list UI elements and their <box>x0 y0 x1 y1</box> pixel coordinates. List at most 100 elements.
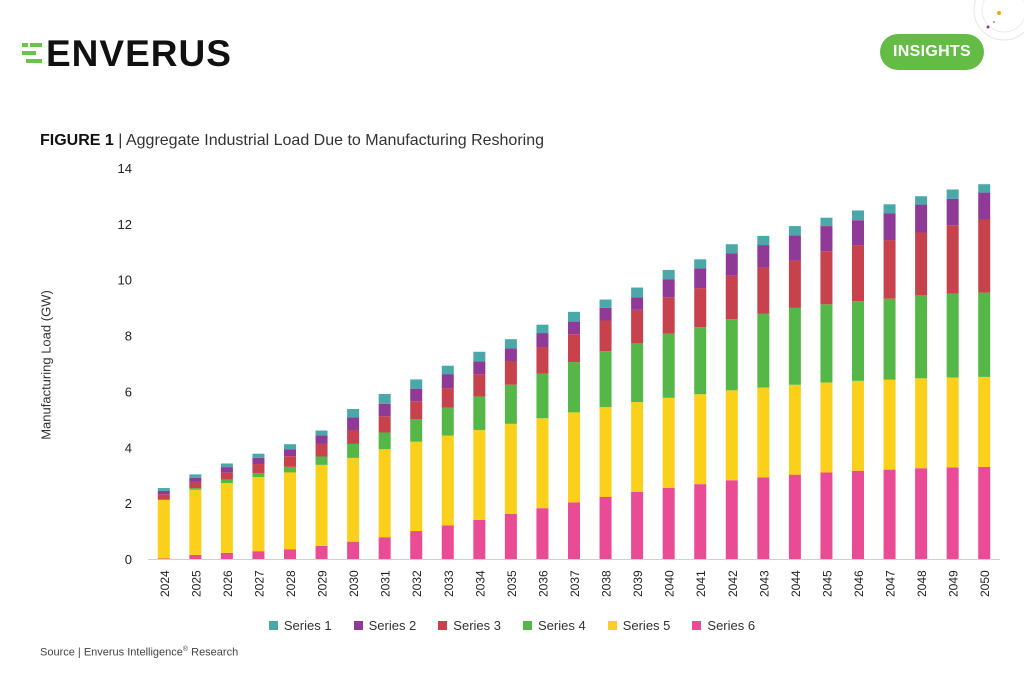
legend-swatch <box>607 621 617 630</box>
bar-segment-series-3 <box>252 464 265 473</box>
bar-segment-series-6 <box>568 502 580 559</box>
bar-segment-series-6 <box>315 545 328 559</box>
bar-segment-series-6 <box>220 552 233 559</box>
figure-title-text: Aggregate Industrial Load Due to Manufac… <box>125 132 545 149</box>
x-tick-label: 2035 <box>505 570 519 597</box>
bar-segment-series-6 <box>946 467 959 559</box>
bar-segment-series-1 <box>852 210 864 221</box>
bar-segment-series-2 <box>378 403 391 417</box>
bar-segment-series-3 <box>820 251 833 305</box>
bar-segment-series-3 <box>852 245 864 302</box>
bar-segment-series-1 <box>599 299 612 308</box>
figure-label: FIGURE 1 <box>40 132 114 149</box>
bar-segment-series-3 <box>441 388 454 408</box>
bar-segment-series-3 <box>284 456 296 467</box>
bar-segment-series-3 <box>504 360 517 385</box>
bar-segment-series-1 <box>631 287 644 298</box>
bar-segment-series-6 <box>725 480 738 559</box>
bar-segment-series-6 <box>473 519 486 559</box>
enverus-logo[interactable]: ENVERUS <box>22 35 232 72</box>
bar-segment-series-2 <box>694 268 707 289</box>
bar-segment-series-1 <box>820 217 833 227</box>
bar-segment-series-5 <box>978 376 991 467</box>
bar-segment-series-2 <box>599 307 612 321</box>
bar-segment-series-6 <box>757 477 770 559</box>
x-tick-label: 2041 <box>694 570 708 597</box>
bar-segment-series-2 <box>220 467 233 473</box>
logo-dash-icon <box>22 38 42 68</box>
insights-button[interactable]: INSIGHTS <box>880 34 984 70</box>
bar-segment-series-2 <box>441 374 454 389</box>
bar-segment-series-6 <box>284 549 296 559</box>
bar-segment-series-6 <box>410 531 423 559</box>
bar-segment-series-3 <box>315 443 328 457</box>
bar-segment-series-3 <box>157 494 170 500</box>
legend-swatch <box>523 621 532 630</box>
bar-segment-series-2 <box>189 477 202 482</box>
legend-item: Series 6 <box>692 618 755 633</box>
figure-separator: | <box>118 132 123 149</box>
x-tick-label: 2039 <box>631 570 645 597</box>
bar-segment-series-4 <box>694 327 707 395</box>
bar-segment-series-4 <box>883 298 896 380</box>
bar-segment-series-5 <box>347 457 360 542</box>
legend-item: Series 3 <box>438 618 501 633</box>
bar-segment-series-5 <box>157 499 170 559</box>
bar-segment-series-1 <box>788 226 801 236</box>
bar-segment-series-1 <box>252 453 265 458</box>
bar-segment-series-6 <box>441 525 454 559</box>
bar-segment-series-5 <box>315 464 328 546</box>
y-tick-label: 4 <box>125 440 132 455</box>
bar-segment-series-2 <box>757 245 770 268</box>
bar-segment-series-3 <box>378 416 391 433</box>
bar-segment-series-5 <box>883 379 896 470</box>
x-tick-label: 2024 <box>158 570 172 597</box>
bar-segment-series-5 <box>252 477 265 552</box>
legend-label: Series 5 <box>622 618 671 633</box>
bar-segment-series-3 <box>220 472 233 480</box>
legend-label: Series 2 <box>368 618 417 633</box>
bar-segment-series-6 <box>378 537 391 559</box>
bar-segment-series-4 <box>347 443 360 458</box>
legend-swatch <box>353 621 363 630</box>
bar-segment-series-4 <box>189 488 202 490</box>
bar-segment-series-4 <box>757 313 770 388</box>
bar-segment-series-5 <box>568 412 580 503</box>
bar-segment-series-6 <box>915 468 928 559</box>
figure-title: FIGURE 1 | Aggregate Industrial Load Due… <box>40 132 544 150</box>
bar-segment-series-6 <box>157 558 170 559</box>
bar-segment-series-5 <box>852 380 864 471</box>
bar-segment-series-4 <box>441 407 454 436</box>
x-tick-label: 2036 <box>536 570 550 597</box>
x-tick-label: 2047 <box>884 570 898 597</box>
y-tick-label: 10 <box>118 273 132 288</box>
bar-segment-series-3 <box>694 288 707 328</box>
y-tick-label: 2 <box>125 496 132 511</box>
legend-item: Series 5 <box>607 618 671 633</box>
bar-segment-series-2 <box>473 361 486 375</box>
bar-segment-series-1 <box>189 474 202 478</box>
bar-segment-series-6 <box>252 551 265 559</box>
bar-segment-series-1 <box>473 351 486 362</box>
y-tick-label: 12 <box>118 217 132 232</box>
bar-segment-series-1 <box>157 488 170 491</box>
bar-segment-series-4 <box>852 301 864 381</box>
x-tick-label: 2025 <box>189 570 203 597</box>
bar-segment-series-6 <box>536 508 549 559</box>
legend-label: Series 6 <box>707 618 756 633</box>
x-tick-label: 2046 <box>852 570 866 597</box>
bar-segment-series-3 <box>568 334 580 363</box>
bar-segment-series-5 <box>662 397 675 488</box>
bar-segment-series-3 <box>347 429 360 444</box>
bar-segment-series-4 <box>284 466 296 473</box>
bar-segment-series-5 <box>820 382 833 473</box>
bar-segment-series-3 <box>631 309 644 344</box>
bar-segment-series-2 <box>788 235 801 261</box>
bar-segment-series-4 <box>599 351 612 408</box>
bar-segment-series-2 <box>662 279 675 298</box>
bar-segment-series-1 <box>978 184 991 193</box>
bar-segment-series-6 <box>788 474 801 559</box>
bar-segment-series-1 <box>915 196 928 205</box>
bar-segment-series-2 <box>631 297 644 310</box>
